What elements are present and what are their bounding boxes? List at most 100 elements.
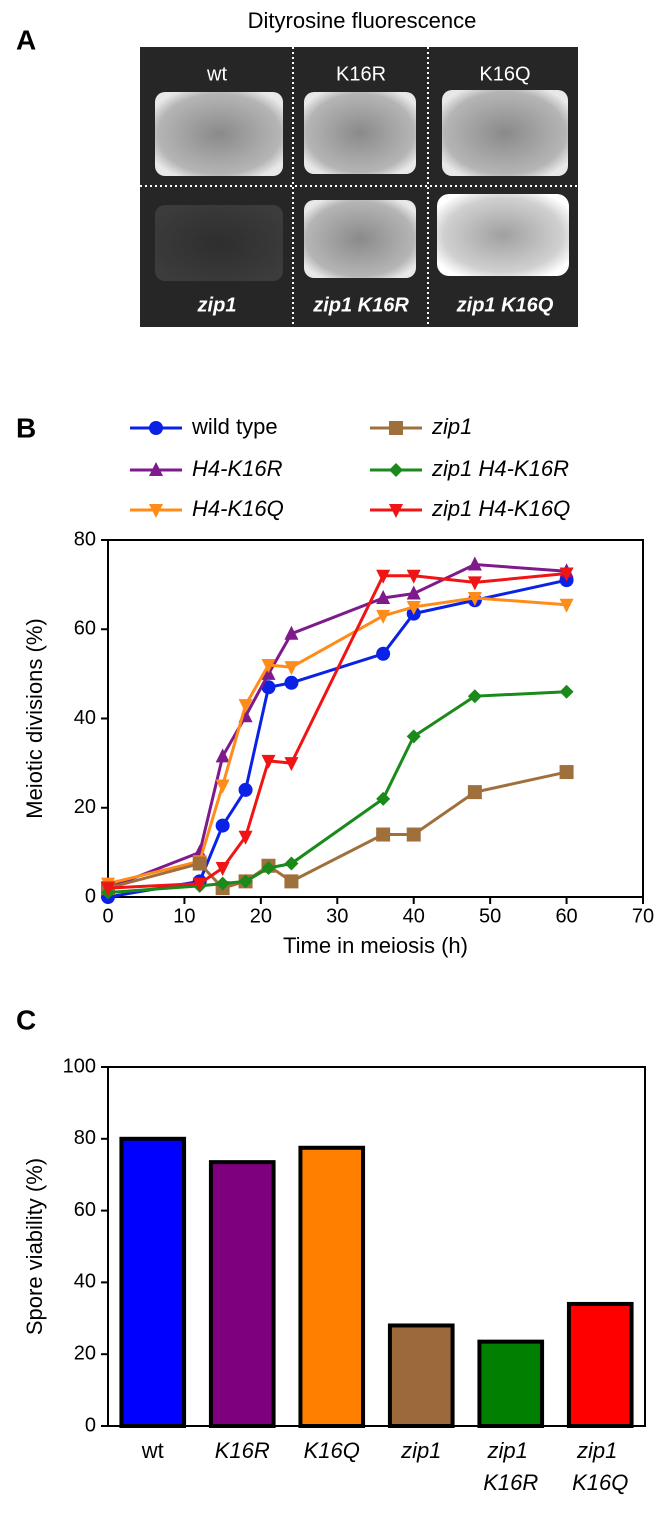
panel-label: A: [16, 24, 36, 55]
data-point: [406, 827, 421, 842]
image-label: wt: [206, 63, 227, 85]
image-label: zip1 K16Q: [456, 294, 554, 316]
data-point: [215, 861, 230, 876]
series-line: [107, 563, 567, 890]
y-tick-label: 0: [85, 1414, 96, 1436]
x-tick-label: 0: [102, 905, 113, 927]
legend-label: H4-K16R: [192, 456, 283, 481]
data-point: [467, 576, 482, 591]
legend-label: zip1 H4-K16Q: [431, 496, 570, 521]
data-point: [261, 680, 276, 695]
legend-label: zip1: [431, 414, 472, 439]
data-point: [467, 689, 482, 704]
series-line: [107, 596, 567, 886]
image-label: zip1 K16R: [312, 294, 409, 316]
data-point: [376, 609, 391, 624]
data-point: [284, 856, 299, 871]
data-point: [261, 754, 276, 769]
x-tick-label: 10: [173, 905, 195, 927]
legend-label: zip1 H4-K16R: [431, 456, 569, 481]
data-point: [376, 590, 391, 605]
y-axis-label: Spore viability (%): [22, 1158, 47, 1335]
series-line: [107, 578, 567, 899]
data-point: [467, 592, 482, 607]
data-point: [559, 598, 574, 613]
legend-marker: [149, 421, 163, 435]
legend-marker: [149, 462, 163, 476]
legend-label: wild type: [191, 414, 278, 439]
x-tick-label: K16Q: [304, 1438, 360, 1463]
legend-marker: [389, 504, 403, 518]
data-point: [215, 748, 230, 763]
bar: [298, 1145, 366, 1429]
x-tick-label: K16R: [215, 1438, 270, 1463]
data-point: [284, 874, 299, 889]
y-tick-label: 40: [74, 707, 96, 729]
axes: [107, 1066, 646, 1427]
panel-title: Dityrosine fluorescence: [248, 8, 477, 33]
data-point: [192, 877, 207, 892]
bar: [477, 1339, 545, 1429]
y-tick-label: 60: [74, 1199, 96, 1221]
data-point: [238, 874, 253, 889]
data-point: [284, 661, 299, 676]
data-point: [192, 856, 207, 871]
image-label: K16R: [336, 63, 386, 85]
data-point: [238, 830, 253, 845]
data-point: [406, 600, 421, 615]
legend-label: H4-K16Q: [192, 496, 284, 521]
bar: [387, 1323, 455, 1428]
x-tick-label: zip1: [400, 1438, 441, 1463]
data-point: [101, 882, 115, 897]
y-tick-label: 80: [74, 1127, 96, 1149]
image-label: zip1: [197, 294, 237, 316]
legend-marker: [389, 463, 403, 477]
x-tick-label: 20: [250, 905, 272, 927]
panel-label: C: [16, 1004, 36, 1035]
x-tick-label: zip1 K16R: [483, 1438, 538, 1495]
x-tick-label: 50: [479, 905, 501, 927]
y-tick-label: 20: [74, 1342, 96, 1364]
fluorescence-image: [140, 47, 578, 327]
series-line: [107, 571, 567, 890]
y-axis-label: Meiotic divisions (%): [22, 618, 47, 819]
y-tick-label: 40: [74, 1271, 96, 1293]
data-point: [238, 782, 253, 797]
data-point: [215, 779, 230, 794]
panel-label: B: [16, 412, 36, 443]
data-point: [238, 699, 253, 714]
x-tick-label: 70: [632, 905, 654, 927]
y-tick-label: 80: [74, 528, 96, 550]
data-point: [284, 675, 299, 690]
bar: [566, 1301, 634, 1428]
data-point: [376, 569, 391, 584]
x-tick-label: 30: [326, 905, 348, 927]
y-tick-label: 60: [74, 618, 96, 640]
x-axis-label: Time in meiosis (h): [283, 933, 468, 958]
x-tick-label: wt: [141, 1438, 164, 1463]
data-point: [467, 556, 482, 571]
y-tick-label: 20: [74, 796, 96, 818]
data-point: [261, 658, 276, 673]
legend-marker: [149, 504, 163, 518]
data-point: [376, 827, 391, 842]
data-point: [406, 729, 421, 744]
data-point: [215, 818, 230, 833]
data-point: [376, 646, 391, 661]
data-point: [284, 757, 299, 772]
data-point: [261, 860, 276, 875]
x-tick-label: zip1 K16Q: [572, 1438, 628, 1495]
data-point: [284, 625, 299, 640]
bar: [119, 1136, 187, 1429]
data-point: [406, 585, 421, 600]
x-tick-label: 40: [403, 905, 425, 927]
data-point: [559, 567, 574, 582]
data-point: [376, 791, 391, 806]
data-point: [559, 684, 574, 699]
series-line: [107, 690, 567, 895]
data-point: [215, 876, 230, 891]
data-point: [406, 569, 421, 584]
x-tick-label: 60: [555, 905, 577, 927]
y-tick-label: 100: [63, 1055, 96, 1077]
